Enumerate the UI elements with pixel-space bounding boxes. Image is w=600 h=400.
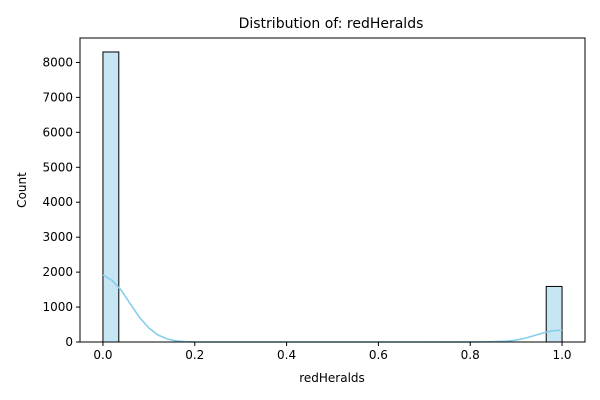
x-tick-label: 1.0 [552, 348, 571, 362]
x-tick-label: 0.6 [369, 348, 388, 362]
x-axis: 0.0 0.2 0.4 0.6 0.8 1.0 [93, 342, 572, 362]
x-axis-label: redHeralds [299, 371, 365, 385]
x-tick-label: 0.4 [277, 348, 296, 362]
y-tick-label: 8000 [42, 55, 73, 69]
y-tick-label: 3000 [42, 230, 73, 244]
x-tick-label: 0.2 [185, 348, 204, 362]
y-tick-label: 7000 [42, 90, 73, 104]
x-tick-label: 0.0 [93, 348, 112, 362]
histogram-bar-1 [545, 285, 563, 343]
histogram-bar-0 [102, 51, 120, 343]
y-axis: 0 1000 2000 3000 4000 5000 6000 7000 8000 [42, 55, 80, 349]
bars-layer [102, 51, 563, 343]
kde-line [102, 274, 563, 343]
y-tick-label: 5000 [42, 160, 73, 174]
chart-title: Distribution of: redHeralds [239, 16, 424, 32]
y-tick-label: 1000 [42, 300, 73, 314]
y-tick-label: 4000 [42, 195, 73, 209]
kde-layer [102, 274, 563, 343]
plot-frame [79, 37, 586, 343]
x-tick-label: 0.8 [461, 348, 480, 362]
y-tick-label: 6000 [42, 125, 73, 139]
y-tick-label: 0 [65, 335, 73, 349]
y-axis-label: Count [15, 172, 29, 208]
y-tick-label: 2000 [42, 265, 73, 279]
